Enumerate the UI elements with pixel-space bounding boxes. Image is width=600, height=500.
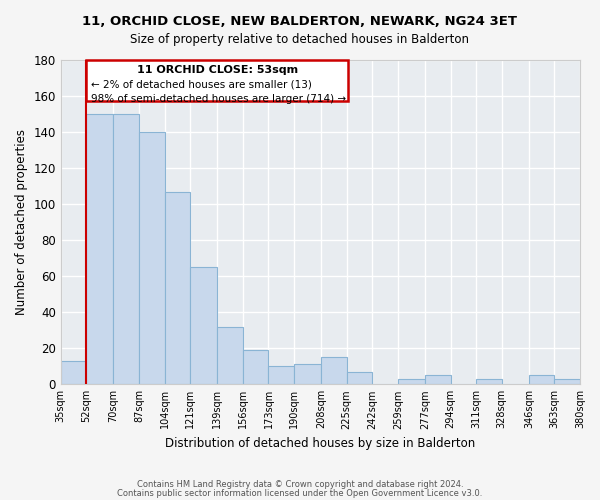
Text: 98% of semi-detached houses are larger (714) →: 98% of semi-detached houses are larger (… (91, 94, 346, 104)
Bar (425, 376, 451, 384)
Bar (347, 372, 373, 384)
Text: Contains public sector information licensed under the Open Government Licence v3: Contains public sector information licen… (118, 488, 482, 498)
Bar (61, 361, 86, 384)
Text: ← 2% of detached houses are smaller (13): ← 2% of detached houses are smaller (13) (91, 80, 312, 90)
Text: 11, ORCHID CLOSE, NEW BALDERTON, NEWARK, NG24 3ET: 11, ORCHID CLOSE, NEW BALDERTON, NEWARK,… (83, 15, 517, 28)
Bar (554, 379, 580, 384)
Text: Size of property relative to detached houses in Balderton: Size of property relative to detached ho… (131, 32, 470, 46)
Bar (321, 358, 347, 384)
Text: 11 ORCHID CLOSE: 53sqm: 11 ORCHID CLOSE: 53sqm (137, 66, 298, 76)
Y-axis label: Number of detached properties: Number of detached properties (15, 129, 28, 315)
X-axis label: Distribution of detached houses by size in Balderton: Distribution of detached houses by size … (165, 437, 476, 450)
Bar (476, 379, 502, 384)
Bar (243, 350, 268, 384)
Bar (268, 366, 294, 384)
Bar (398, 379, 425, 384)
Bar (294, 364, 321, 384)
Text: Contains HM Land Registry data © Crown copyright and database right 2024.: Contains HM Land Registry data © Crown c… (137, 480, 463, 489)
Bar (190, 267, 217, 384)
Bar (529, 376, 554, 384)
Bar (113, 114, 139, 384)
Bar (217, 326, 243, 384)
Bar (86, 114, 113, 384)
Bar (164, 192, 190, 384)
Bar (139, 132, 164, 384)
FancyBboxPatch shape (86, 60, 348, 102)
